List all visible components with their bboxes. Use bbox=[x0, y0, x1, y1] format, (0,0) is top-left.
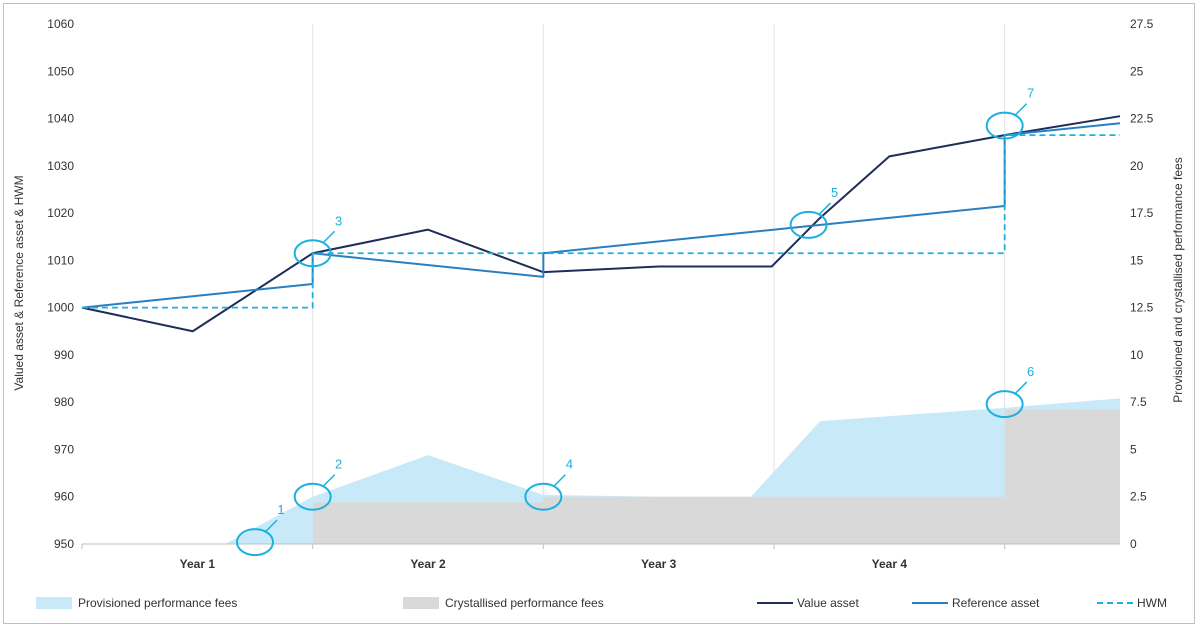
legend-item-value-asset: Value asset bbox=[757, 596, 859, 610]
right-tick-label: 17.5 bbox=[1130, 206, 1154, 220]
legend-label: HWM bbox=[1137, 596, 1167, 610]
left-tick-label: 1030 bbox=[47, 159, 74, 173]
annotation-label: 3 bbox=[335, 213, 342, 228]
legend-swatch bbox=[36, 597, 72, 609]
category-labels: Year 1 Year 2 Year 3 Year 4 bbox=[180, 557, 908, 571]
legend-item-hwm: HWM bbox=[1097, 596, 1167, 610]
legend-label: Reference asset bbox=[952, 596, 1040, 610]
annotations: 1 2 3 4 5 6 7 bbox=[236, 86, 1034, 557]
right-tick-label: 25 bbox=[1130, 64, 1144, 78]
category-label: Year 1 bbox=[180, 557, 216, 571]
annotation-leader bbox=[1015, 103, 1028, 116]
annotation-marker: 6 bbox=[985, 364, 1034, 419]
annotation-circle bbox=[524, 482, 563, 511]
right-tick-label: 27.5 bbox=[1130, 17, 1154, 31]
right-tick-label: 12.5 bbox=[1130, 301, 1154, 315]
annotation-circle bbox=[236, 528, 274, 557]
annotation-marker: 1 bbox=[236, 502, 285, 557]
right-tick-label: 0 bbox=[1130, 537, 1137, 551]
annotation-label: 6 bbox=[1027, 364, 1034, 379]
left-tick-label: 950 bbox=[54, 537, 74, 551]
left-tick-label: 960 bbox=[54, 490, 74, 504]
annotation-marker: 2 bbox=[293, 457, 342, 511]
series-value-asset-line bbox=[81, 115, 1121, 333]
right-tick-label: 22.5 bbox=[1130, 112, 1154, 126]
left-tick-label: 1000 bbox=[47, 301, 74, 315]
annotation-leader bbox=[323, 474, 336, 487]
annotation-label: 1 bbox=[277, 502, 284, 517]
right-tick-label: 7.5 bbox=[1130, 395, 1147, 409]
left-tick-label: 1020 bbox=[47, 206, 74, 220]
annotation-circle bbox=[293, 482, 332, 511]
legend-item-provisioned-performance-fees: Provisioned performance fees bbox=[36, 596, 237, 610]
annotation-leader bbox=[553, 474, 566, 487]
annotation-circle bbox=[985, 390, 1024, 419]
annotation-label: 2 bbox=[335, 457, 342, 472]
left-tick-label: 1060 bbox=[47, 17, 74, 31]
annotation-marker: 4 bbox=[524, 457, 573, 511]
left-tick-label: 1040 bbox=[47, 112, 74, 126]
legend-label: Crystallised performance fees bbox=[445, 596, 604, 610]
left-tick-label: 1050 bbox=[47, 64, 74, 78]
annotation-label: 7 bbox=[1027, 86, 1034, 101]
annotation-leader bbox=[819, 202, 832, 215]
left-tick-label: 980 bbox=[54, 395, 74, 409]
right-axis-title: Provisioned and crystallised performance… bbox=[1171, 157, 1185, 402]
category-label: Year 4 bbox=[872, 557, 908, 571]
right-tick-label: 20 bbox=[1130, 159, 1144, 173]
line-series bbox=[81, 115, 1121, 333]
legend-label: Provisioned performance fees bbox=[78, 596, 237, 610]
category-label: Year 3 bbox=[641, 557, 677, 571]
legend-item-reference-asset: Reference asset bbox=[912, 596, 1040, 610]
annotation-leader bbox=[1015, 381, 1028, 394]
right-tick-label: 15 bbox=[1130, 253, 1144, 267]
annotation-label: 5 bbox=[831, 185, 838, 200]
right-axis-ticks: 0 2.5 5 7.5 10 12.5 15 17.5 20 22.5 25 27.5 bbox=[1130, 17, 1154, 551]
left-tick-label: 1010 bbox=[47, 253, 74, 267]
left-tick-label: 970 bbox=[54, 442, 74, 456]
series-hwm-line bbox=[82, 134, 1120, 309]
annotation-marker: 5 bbox=[789, 185, 838, 239]
annotation-marker: 3 bbox=[293, 213, 342, 268]
area-series bbox=[225, 398, 1121, 544]
series-crystallised-performance-fees-area bbox=[312, 409, 1121, 544]
annotation-leader bbox=[265, 519, 278, 532]
annotation-label: 4 bbox=[566, 457, 573, 472]
left-axis-title: Valued asset & Reference asset & HWM bbox=[12, 175, 26, 390]
right-tick-label: 2.5 bbox=[1130, 490, 1147, 504]
category-label: Year 2 bbox=[410, 557, 446, 571]
legend-item-crystallised-performance-fees: Crystallised performance fees bbox=[403, 596, 604, 610]
legend-label: Value asset bbox=[797, 596, 859, 610]
left-axis-ticks: 950 960 970 980 990 1000 1010 1020 1030 1040 1050 1… bbox=[47, 17, 74, 551]
annotation-marker: 7 bbox=[985, 86, 1034, 140]
annotation-leader bbox=[323, 230, 336, 243]
left-tick-label: 990 bbox=[54, 348, 74, 362]
legend-swatch bbox=[403, 597, 439, 609]
annotation-circle bbox=[985, 111, 1024, 140]
right-tick-label: 10 bbox=[1130, 348, 1144, 362]
right-tick-label: 5 bbox=[1130, 442, 1137, 456]
annotation-circle bbox=[789, 210, 828, 239]
legend: Provisioned performance fees Crystallised… bbox=[36, 596, 1167, 610]
x-axis-baseline bbox=[81, 543, 1120, 549]
annotation-circle bbox=[293, 239, 332, 268]
